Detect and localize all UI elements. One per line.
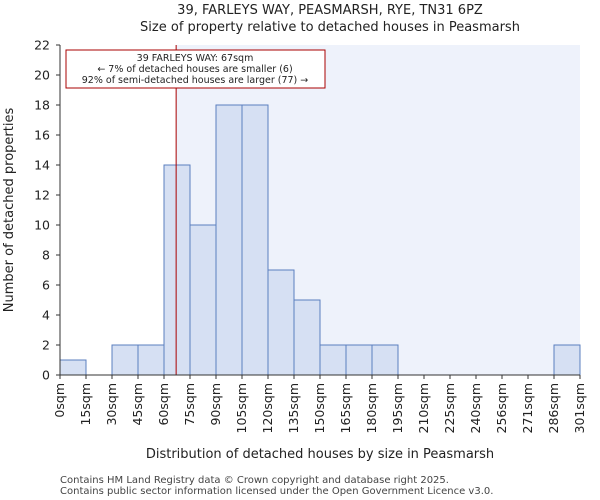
x-tick-label: 165sqm [338,383,353,433]
y-tick-label: 0 [42,368,50,383]
x-tick-label: 135sqm [286,383,301,433]
x-tick-label: 45sqm [130,383,145,426]
y-tick-label: 10 [34,218,50,233]
x-tick-label: 105sqm [234,383,249,433]
y-tick-label: 4 [42,308,50,323]
x-tick-label: 75sqm [182,383,197,426]
histogram-bar [189,224,217,376]
y-axis-label: Number of detached properties [2,108,17,313]
x-tick-label: 30sqm [104,383,119,426]
histogram-bar [267,269,295,376]
histogram-bar [111,344,139,376]
histogram-bar [241,104,269,376]
x-tick-label: 120sqm [260,383,275,433]
x-tick-label: 271sqm [520,383,535,433]
x-tick-label: 15sqm [78,383,93,426]
y-tick-label: 16 [34,128,50,143]
chart-title-line1: 39, FARLEYS WAY, PEASMARSH, RYE, TN31 6P… [177,3,483,18]
x-tick-label: 60sqm [156,383,171,426]
histogram-bar [137,344,165,376]
histogram-bar [345,344,373,376]
x-tick-label: 180sqm [364,383,379,433]
histogram-bar [215,104,243,376]
x-tick-label: 195sqm [390,383,405,433]
histogram-bar [371,344,399,376]
x-axis-label: Distribution of detached houses by size … [146,447,494,462]
x-tick-label: 0sqm [52,383,67,418]
annotation-box-border [65,49,326,89]
chart-title-line2: Size of property relative to detached ho… [140,20,520,35]
annotation-line3: 92% of semi-detached houses are larger (… [82,75,309,86]
y-tick-label: 22 [34,38,50,53]
x-tick-label: 240sqm [468,383,483,433]
footer-line2: Contains public sector information licen… [60,486,493,497]
histogram-bars [59,104,581,376]
x-tick-label: 150sqm [312,383,327,433]
x-tick-label: 225sqm [442,383,457,433]
y-tick-label: 8 [42,248,50,263]
y-tick-label: 14 [34,158,50,173]
histogram-bar [163,164,191,376]
histogram-bar [319,344,347,376]
annotation-line1: 39 FARLEYS WAY: 67sqm [137,53,254,64]
annotation-box: 39 FARLEYS WAY: 67sqm ← 7% of detached h… [65,49,326,89]
x-axis-ticks: 0sqm 15sqm 30sqm 45sqm 60sqm 75sqm 90sqm 105sqm… [52,375,587,433]
histogram-bar [553,344,581,376]
y-tick-label: 12 [34,188,50,203]
y-axis-ticks: 0 2 4 6 8 10 12 14 16 18 20 22 [34,38,60,383]
x-tick-label: 90sqm [208,383,223,426]
histogram-bar [59,359,87,376]
y-tick-label: 20 [34,68,50,83]
x-tick-label: 210sqm [416,383,431,433]
annotation-line2: ← 7% of detached houses are smaller (6) [97,64,292,75]
y-tick-label: 6 [42,278,50,293]
y-tick-label: 18 [34,98,50,113]
footer-line1: Contains HM Land Registry data © Crown c… [60,475,449,486]
x-tick-label: 256sqm [494,383,509,433]
x-tick-label: 286sqm [546,383,561,433]
y-tick-label: 2 [42,338,50,353]
histogram-bar [293,299,321,376]
x-tick-label: 301sqm [572,383,587,433]
